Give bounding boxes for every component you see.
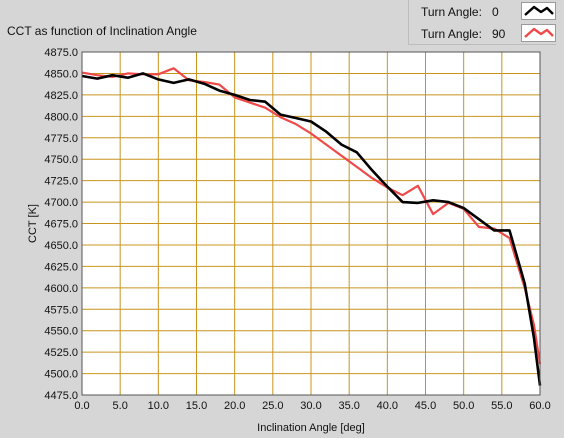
legend-value: 0: [492, 5, 499, 19]
x-tick-label: 15.0: [186, 400, 207, 412]
x-tick-label: 20.0: [224, 400, 245, 412]
y-tick-label: 4550.0: [44, 326, 78, 338]
series-line-1: [81, 67, 542, 365]
legend-label: Turn Angle:: [421, 27, 482, 41]
y-tick-label: 4500.0: [44, 369, 78, 381]
legend: Turn Angle: 0 Turn Angle: 90: [408, 0, 556, 45]
tick-labels: 0.0 5.0 10.0 15.0 20.0 25.0 30.0 35.0 40.0 45.0 50…: [44, 47, 550, 412]
y-tick-label: 4675.0: [44, 219, 78, 231]
series-lines: [81, 67, 542, 386]
grid-lines: [81, 51, 541, 396]
y-tick-label: 4800.0: [44, 111, 78, 123]
x-tick-label: 50.0: [453, 400, 474, 412]
chart-title: CCT as function of Inclination Angle: [7, 24, 197, 38]
y-tick-label: 4775.0: [44, 133, 78, 145]
x-tick-label: 5.0: [113, 400, 128, 412]
y-tick-label: 4575.0: [44, 304, 78, 316]
x-tick-label: 0.0: [74, 400, 89, 412]
plot-frame: [81, 51, 541, 396]
x-axis-title: Inclination Angle [deg]: [257, 422, 365, 434]
y-tick-label: 4525.0: [44, 347, 78, 359]
y-tick-label: 4725.0: [44, 176, 78, 188]
x-tick-label: 35.0: [338, 400, 359, 412]
legend-item-turn-0: Turn Angle: 0: [409, 0, 556, 22]
x-tick-label: 60.0: [529, 400, 550, 412]
y-tick-label: 4700.0: [44, 197, 78, 209]
y-tick-label: 4850.0: [44, 68, 78, 80]
x-tick-label: 40.0: [377, 400, 398, 412]
x-tick-label: 30.0: [300, 400, 321, 412]
y-tick-label: 4825.0: [44, 90, 78, 102]
legend-item-turn-90: Turn Angle: 90: [409, 22, 556, 44]
y-tick-label: 4650.0: [44, 240, 78, 252]
legend-swatch-black[interactable]: [521, 2, 556, 20]
legend-value: 90: [492, 27, 506, 41]
legend-swatch-red[interactable]: [521, 24, 556, 42]
y-axis-title: CCT [K]: [27, 204, 39, 243]
y-tick-label: 4475.0: [44, 390, 78, 402]
y-tick-label: 4625.0: [44, 261, 78, 273]
x-tick-label: 55.0: [491, 400, 512, 412]
x-tick-label: 25.0: [262, 400, 283, 412]
x-tick-label: 45.0: [415, 400, 436, 412]
legend-label: Turn Angle:: [421, 5, 482, 19]
y-tick-label: 4600.0: [44, 283, 78, 295]
y-tick-label: 4750.0: [44, 154, 78, 166]
x-tick-label: 10.0: [148, 400, 169, 412]
y-tick-label: 4875.0: [44, 47, 78, 59]
series-line-0: [81, 72, 542, 386]
